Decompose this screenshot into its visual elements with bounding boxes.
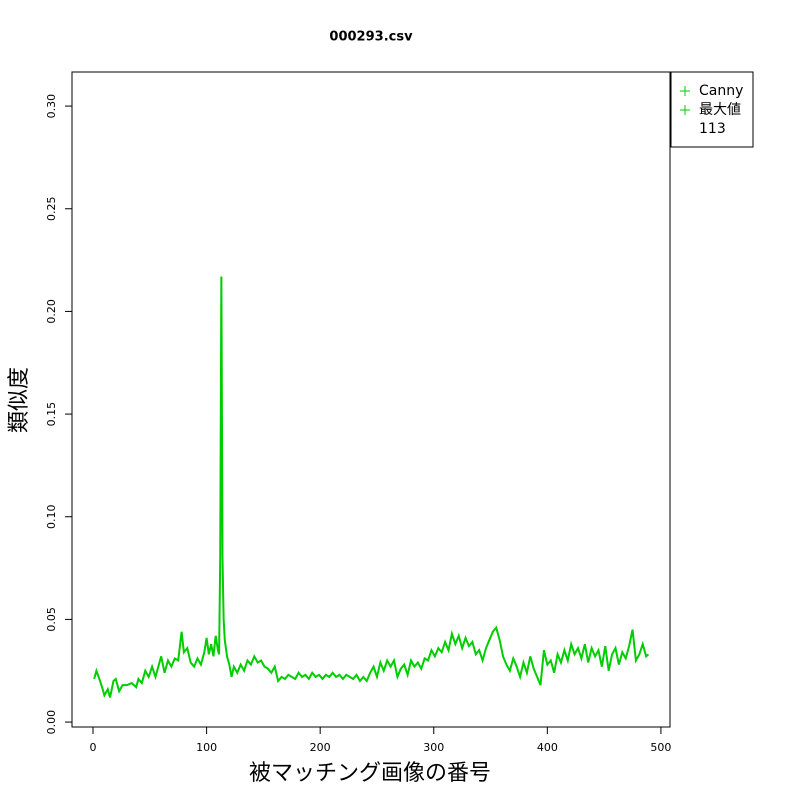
legend-label: 113 — [699, 121, 726, 137]
x-tick-label: 0 — [90, 741, 97, 754]
x-tick-label: 100 — [196, 741, 217, 754]
y-tick-label: 0.30 — [45, 94, 58, 119]
x-axis-label: 被マッチング画像の番号 — [249, 761, 491, 786]
series-line — [93, 276, 650, 699]
chart-title: 000293.csv — [329, 30, 413, 45]
y-tick-label: 0.20 — [45, 299, 58, 324]
y-tick-label: 0.15 — [45, 402, 58, 427]
legend-label: 最大値 — [699, 102, 741, 118]
x-tick-label: 200 — [310, 741, 331, 754]
plot-frame — [71, 71, 671, 728]
y-axis-label: 類似度 — [7, 367, 32, 433]
x-tick-label: 400 — [537, 741, 558, 754]
y-tick-label: 0.25 — [45, 196, 58, 221]
y-tick-label: 0.00 — [45, 710, 58, 735]
x-tick-label: 500 — [650, 741, 671, 754]
y-tick-label: 0.10 — [45, 504, 58, 529]
x-tick-label: 300 — [423, 741, 444, 754]
y-tick-label: 0.05 — [45, 607, 58, 632]
legend-label: Canny — [699, 83, 743, 99]
